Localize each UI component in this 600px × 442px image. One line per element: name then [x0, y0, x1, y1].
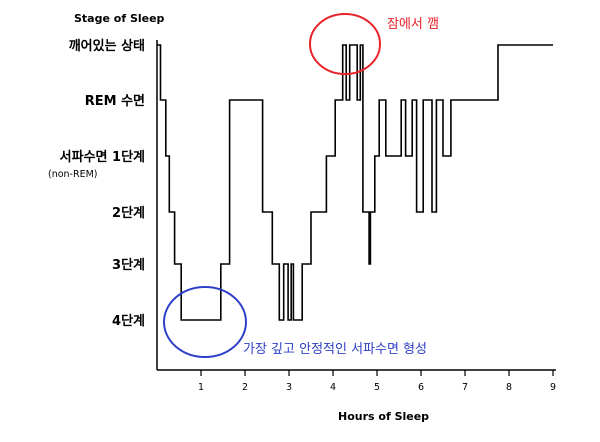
- stage-label: 2단계: [112, 205, 145, 221]
- x-tick-label: 1: [198, 382, 204, 393]
- stage-label: REM 수면: [85, 93, 145, 109]
- x-tick-label: 6: [418, 382, 424, 393]
- x-tick-label: 9: [550, 382, 556, 393]
- x-axis-title: Hours of Sleep: [338, 410, 429, 423]
- x-ticks: 1 2 3 4 5 6 7 8 9: [198, 370, 556, 393]
- stage-label: 4단계: [112, 313, 145, 329]
- deep-sleep-annotation: 가장 깊고 안정적인 서파수면 형성: [243, 342, 427, 357]
- stage-label: 서파수면 1단계: [60, 149, 145, 165]
- x-tick-label: 2: [242, 382, 248, 393]
- stage-sublabel: (non-REM): [48, 169, 98, 180]
- x-tick-label: 8: [506, 382, 512, 393]
- x-tick-label: 3: [286, 382, 292, 393]
- x-tick-label: 7: [462, 382, 468, 393]
- x-tick-label: 4: [330, 382, 336, 393]
- awake-highlight-circle: [309, 13, 381, 75]
- deep-sleep-highlight-circle: [163, 286, 247, 358]
- hypnogram-line: [157, 44, 553, 321]
- stage-label: 3단계: [112, 257, 145, 273]
- y-axis-title: Stage of Sleep: [74, 12, 165, 25]
- stage-label: 깨어있는 상태: [69, 38, 145, 54]
- awake-annotation: 잠에서 깸: [387, 17, 439, 32]
- x-tick-label: 5: [374, 382, 380, 393]
